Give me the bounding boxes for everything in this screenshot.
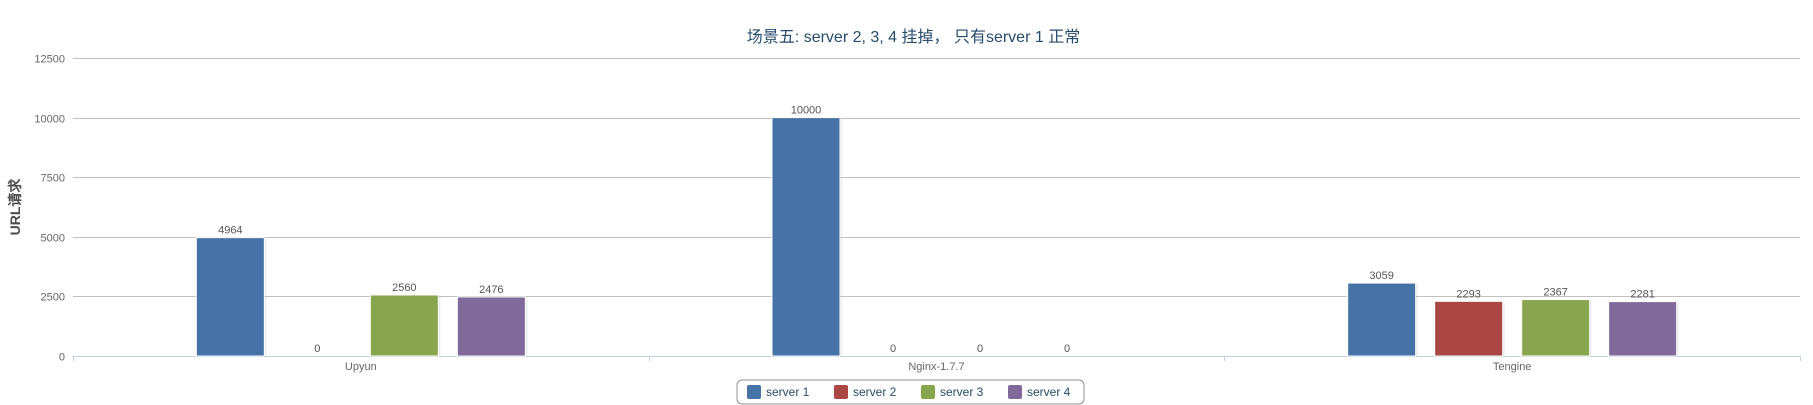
legend-swatch: [921, 385, 935, 399]
data-label: 2367: [1543, 287, 1567, 299]
y-tick-label: 2500: [41, 292, 65, 304]
legend-swatch: [1008, 385, 1022, 399]
bar[interactable]: [369, 294, 439, 357]
y-axis-ticks: 0 2500 5000 7500 10000 12500: [34, 54, 65, 364]
legend: server 1 server 2 server 3 server 4: [736, 379, 1085, 405]
bar-series: [195, 117, 1679, 357]
x-axis: Upyun Nginx-1.7.7 Tengine: [73, 356, 1801, 373]
legend-item[interactable]: server 3: [921, 385, 984, 399]
legend-item[interactable]: server 1: [747, 385, 810, 399]
y-tick-label: 10000: [34, 114, 65, 126]
bar[interactable]: [195, 237, 265, 357]
data-label: 10000: [791, 105, 822, 117]
data-label: 0: [977, 343, 983, 355]
legend-swatch: [834, 385, 848, 399]
bar[interactable]: [771, 117, 841, 357]
data-label: 0: [890, 343, 896, 355]
y-axis-label: URL请求: [7, 178, 23, 236]
chart-title: 场景五: server 2, 3, 4 挂掉， 只有server 1 正常: [747, 28, 1080, 46]
legend-label: server 1: [766, 385, 810, 399]
legend-item[interactable]: server 2: [834, 385, 897, 399]
data-label: 2281: [1630, 289, 1654, 301]
data-label: 2560: [392, 282, 416, 294]
legend-label: server 2: [853, 385, 897, 399]
legend-item[interactable]: server 4: [1008, 385, 1071, 399]
y-tick-label: 7500: [41, 173, 65, 185]
data-label: 3059: [1369, 270, 1393, 282]
y-tick-label: 5000: [41, 233, 65, 245]
bar[interactable]: [1521, 299, 1591, 357]
legend-box: [736, 379, 1085, 405]
legend-swatch: [747, 385, 761, 399]
bar[interactable]: [1434, 300, 1504, 357]
data-label: 2476: [479, 284, 503, 296]
x-tick-label: Nginx-1.7.7: [908, 361, 964, 373]
data-labels: 4964 10000 3059 0 0 2293 2560 0 2367 2476 0 2281: [218, 105, 1655, 355]
data-label: 4964: [218, 225, 242, 237]
x-tick-label: Tengine: [1493, 361, 1532, 373]
bar[interactable]: [1608, 301, 1678, 357]
data-label: 0: [314, 343, 320, 355]
y-tick-label: 0: [59, 352, 65, 364]
bar[interactable]: [456, 296, 526, 357]
bar[interactable]: [1347, 282, 1417, 357]
legend-label: server 3: [940, 385, 984, 399]
y-tick-label: 12500: [34, 54, 65, 66]
x-tick-label: Upyun: [345, 361, 377, 373]
data-label: 0: [1064, 343, 1070, 355]
data-label: 2293: [1456, 288, 1480, 300]
legend-label: server 4: [1027, 385, 1071, 399]
